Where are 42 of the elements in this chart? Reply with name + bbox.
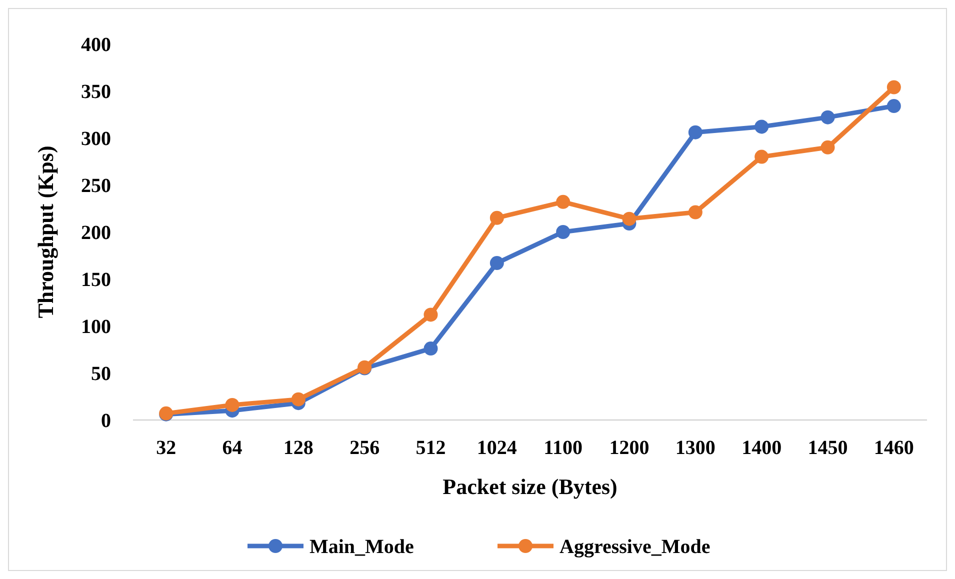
point	[556, 225, 570, 239]
point	[556, 194, 570, 209]
x-tick-label: 32	[156, 437, 176, 459]
y-tick-label: 50	[91, 363, 111, 385]
x-tick-label: 256	[350, 437, 380, 459]
x-tick-label: 1100	[544, 437, 583, 459]
point	[754, 150, 769, 164]
point	[291, 392, 306, 406]
x-tick-label: 1450	[808, 437, 848, 459]
y-tick-label: 100	[81, 316, 111, 338]
point	[225, 398, 240, 412]
y-axis-title: Throughput (Kps)	[33, 146, 58, 318]
x-tick-label: 1200	[609, 437, 650, 459]
y-tick-label: 150	[81, 269, 111, 291]
x-tick-label: 1400	[742, 437, 782, 459]
y-tick-label: 200	[81, 222, 111, 244]
x-tick-label: 1300	[675, 437, 716, 459]
point	[424, 308, 438, 322]
point	[820, 110, 835, 124]
y-tick-label: 350	[81, 81, 111, 103]
y-tick-label: 300	[81, 128, 111, 150]
point	[820, 140, 835, 154]
x-tick-label: 512	[416, 437, 446, 459]
point	[688, 125, 702, 140]
point	[622, 212, 636, 226]
y-tick-label: 250	[81, 175, 111, 197]
point	[886, 99, 901, 114]
point	[490, 210, 504, 225]
x-tick-label: 128	[283, 437, 314, 459]
x-tick-label: 1460	[874, 437, 914, 459]
x-tick-label: 64	[222, 437, 242, 459]
point	[886, 80, 901, 94]
point	[490, 256, 504, 270]
x-axis-title: Packet size (Bytes)	[442, 474, 618, 499]
x-tick-label: 1024	[476, 437, 517, 459]
point	[754, 120, 769, 134]
point	[424, 342, 438, 356]
y-tick-label: 400	[81, 34, 111, 56]
legend-label: Main_Mode	[310, 536, 414, 558]
legend-label: Aggressive_Mode	[560, 536, 710, 558]
point	[688, 205, 702, 220]
y-tick-label: 0	[101, 410, 111, 432]
